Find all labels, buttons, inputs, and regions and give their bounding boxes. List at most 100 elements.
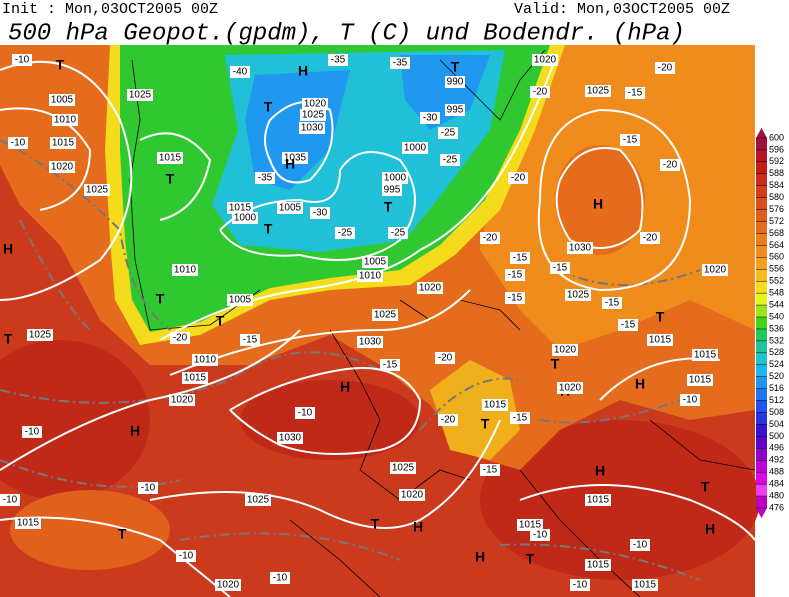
contour-label: 1015 [159,153,182,164]
label-box [277,202,303,214]
colorbar-band [756,484,767,497]
contour-label: 1025 [129,90,152,101]
label-box [227,202,253,214]
contour-label: -15 [623,135,638,146]
colorbar-label: 592 [769,156,784,166]
colorbar-arrow [756,128,767,138]
colorbar-label: 488 [769,467,784,477]
contour-label: 1025 [29,330,52,341]
colorbar-label: 516 [769,383,784,393]
pressure-center: T [156,291,165,307]
label-box [517,519,543,531]
label-box [530,86,550,98]
contour-label: 1015 [484,400,507,411]
contour-label: -10 [633,540,648,551]
contour-label: 1020 [554,345,577,356]
contour-label: -20 [658,63,673,74]
pressure-center: T [551,356,560,372]
contour-label: -10 [573,580,588,591]
contour-label: 1005 [229,295,252,306]
contour-label: -25 [338,228,353,239]
label-box [388,227,408,239]
contour-label: 1020 [534,55,557,66]
warm-area [10,490,170,570]
contour-label: 1020 [171,395,194,406]
contour-label: -15 [605,298,620,309]
pressure-center: T [451,59,460,75]
label-box [570,579,590,591]
colorbar-band [756,257,767,270]
label-box [585,85,611,97]
contour-label: -20 [173,333,188,344]
contour-label: -25 [441,128,456,139]
label-box [245,494,271,506]
colorbar-arrow [756,508,767,518]
label-box [660,159,680,171]
label-box [620,134,640,146]
label-box [640,232,660,244]
contour-label: 1000 [234,213,257,224]
label-box [300,109,326,121]
isotherm [0,139,701,581]
contour-label: -10 [298,408,313,419]
label-box [565,289,591,301]
contour-label: 1010 [194,355,217,366]
colorbar-label: 600 [769,132,784,142]
pressure-center: T [216,313,225,329]
label-box [15,517,41,529]
colorbar-band [756,317,767,330]
contour-label: 1005 [279,203,302,214]
valid-time: Valid: Mon,03OCT2005 00Z [514,1,730,18]
label-box [445,104,465,116]
orange-area [555,145,645,255]
label-box [552,344,578,356]
contour-label: -10 [533,530,548,541]
pressure-center: T [166,171,175,187]
contour-label: 1025 [567,290,590,301]
colorbar-label: 544 [769,299,784,309]
colorbar-band [756,305,767,318]
contour-label: -10 [11,138,26,149]
contour-label: 1010 [54,115,77,126]
contour-label: -40 [233,67,248,78]
label-box [402,142,428,154]
colorbar-band [756,364,767,378]
label-box [227,294,253,306]
pressure-center: H [413,519,423,535]
colorbar-label: 528 [769,347,784,357]
yellow-area [430,360,520,460]
colorbar-band [756,173,767,187]
label-box [505,292,525,304]
colorbar-band [756,138,767,151]
colorbar-label: 540 [769,311,784,321]
colorbar-label: 572 [769,216,784,226]
label-box [505,269,525,281]
contour-label: -15 [243,335,258,346]
label-box [362,256,388,268]
pressure-center: T [4,331,13,347]
contour-label: 1030 [359,337,382,348]
colorbar-band [756,245,767,258]
label-box [382,184,402,196]
colorbar-label: 596 [769,144,784,154]
label-box [49,94,75,106]
label-box [372,309,398,321]
contour-label: 1020 [419,283,442,294]
colorbar-label: 548 [769,288,784,298]
colorbar-label: 520 [769,371,784,381]
label-box [84,184,110,196]
contour-label: 1015 [52,138,75,149]
contour-label: -10 [15,55,30,66]
label-box [438,414,458,426]
label-box [302,98,328,110]
label-box [480,464,500,476]
label-box [647,334,673,346]
label-box [12,54,32,66]
colorbar-band [756,448,767,461]
colorbar-label: 480 [769,490,784,500]
contour-label: -20 [533,87,548,98]
label-box [530,529,550,541]
label-box [282,152,308,164]
contour-label: -10 [141,483,156,494]
